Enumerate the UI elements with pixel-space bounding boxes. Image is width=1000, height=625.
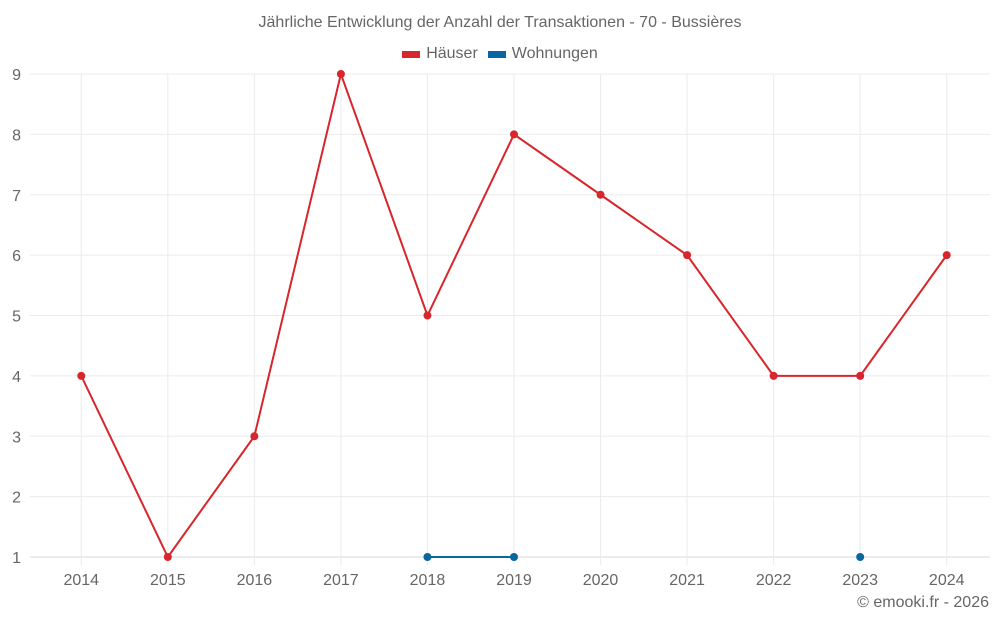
y-tick-label: 6 <box>12 248 21 265</box>
x-axis-labels: 2014 2015 2016 2017 2018 2019 2020 2021 2022 2023… <box>63 572 964 589</box>
data-point[interactable] <box>163 553 172 561</box>
data-point[interactable] <box>336 70 345 78</box>
y-tick-label: 1 <box>12 550 21 567</box>
data-point[interactable] <box>77 371 86 380</box>
legend-swatch-wohnungen <box>487 50 506 58</box>
data-point[interactable] <box>856 371 865 380</box>
x-tick-label: 2019 <box>496 572 532 589</box>
x-tick-label: 2015 <box>150 572 186 589</box>
copyright-credit: © emooki.fr - 2026 <box>857 594 989 611</box>
x-tick-label: 2014 <box>63 572 99 589</box>
x-tick-label: 2016 <box>237 572 273 589</box>
data-point[interactable] <box>250 432 259 441</box>
legend-swatch-haeuser <box>402 50 421 58</box>
data-point[interactable] <box>683 251 692 260</box>
data-point[interactable] <box>596 190 605 199</box>
x-tick-label: 2024 <box>929 572 965 589</box>
series-häuser <box>77 70 951 561</box>
chart-title: Jährliche Entwicklung der Anzahl der Tra… <box>258 14 742 31</box>
series-lines <box>77 70 951 561</box>
y-tick-label: 5 <box>12 309 21 326</box>
data-point[interactable] <box>942 251 951 260</box>
legend: Häuser Wohnungen <box>0 45 1000 63</box>
grid-lines <box>30 73 990 565</box>
x-tick-label: 2017 <box>323 572 359 589</box>
series-wohnungen <box>423 553 865 561</box>
data-point[interactable] <box>510 130 518 139</box>
x-tick-label: 2023 <box>842 572 878 589</box>
legend-label-wohnungen: Wohnungen <box>511 45 598 62</box>
legend-label-haeuser: Häuser <box>426 45 478 62</box>
y-axis-labels: 1 2 3 4 5 6 7 8 9 <box>12 67 21 567</box>
y-tick-label: 7 <box>12 188 21 205</box>
x-tick-label: 2018 <box>410 572 446 589</box>
data-point[interactable] <box>423 553 432 561</box>
data-point[interactable] <box>423 311 432 320</box>
y-tick-label: 9 <box>12 67 21 84</box>
x-tick-label: 2022 <box>756 572 792 589</box>
y-tick-label: 2 <box>12 490 21 507</box>
y-tick-label: 4 <box>12 369 21 386</box>
x-tick-label: 2020 <box>583 572 619 589</box>
y-tick-label: 3 <box>12 429 21 446</box>
legend-item-haeuser[interactable]: Häuser <box>402 45 478 63</box>
y-tick-label: 8 <box>12 127 21 144</box>
data-point[interactable] <box>769 371 778 380</box>
data-point[interactable] <box>856 553 865 561</box>
data-point[interactable] <box>510 553 518 561</box>
x-tick-label: 2021 <box>669 572 705 589</box>
legend-item-wohnungen[interactable]: Wohnungen <box>487 45 598 63</box>
